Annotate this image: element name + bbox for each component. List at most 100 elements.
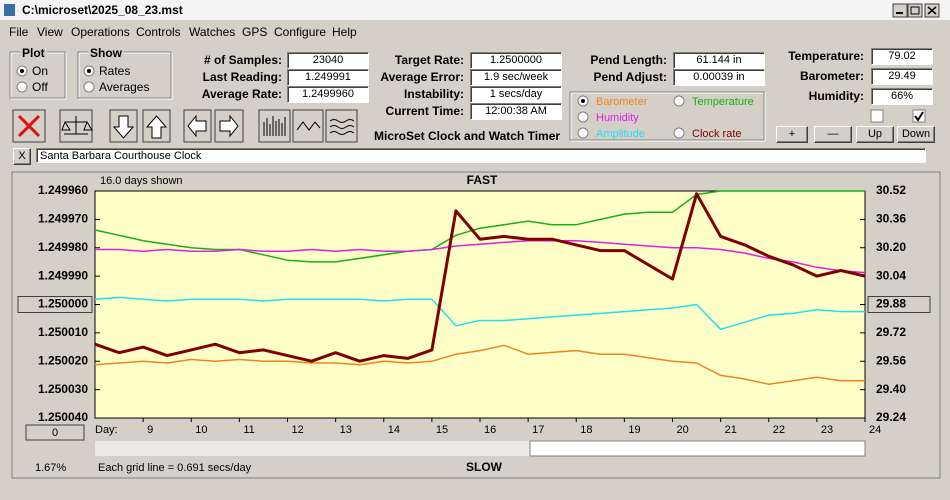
grid-note: Each grid line = 0.691 secs/day [98, 462, 252, 474]
field-value: 1.2500000 [470, 52, 562, 69]
plot-area [94, 190, 866, 419]
close-button[interactable]: X [13, 148, 31, 165]
x-tick-label: 11 [243, 424, 254, 436]
y-tick-label: 1.249990 [38, 268, 88, 282]
clock-name-field[interactable]: Santa Barbara Courthouse Clock [36, 148, 926, 163]
field-label: Pend Adjust: [593, 70, 667, 84]
x-tick-label: 12 [292, 424, 304, 436]
y-tick-label: 30.04 [876, 268, 906, 282]
legend-label[interactable]: Amplitude [596, 128, 645, 140]
radio-button[interactable] [673, 127, 685, 139]
radio-label[interactable]: On [32, 64, 49, 78]
y-tick-label: 1.250010 [38, 325, 88, 339]
scale-button[interactable]: Up [856, 126, 894, 143]
offset-button-label: 0 [52, 427, 58, 439]
legend-label[interactable]: Temperature [692, 96, 754, 108]
series-line [94, 190, 865, 263]
field-label: Last Reading: [202, 70, 282, 84]
field-label: Humidity: [808, 89, 864, 103]
x-tick-label: 19 [628, 424, 640, 436]
menu-item[interactable]: View [37, 25, 63, 39]
y-tick-label: 30.52 [876, 183, 906, 197]
radio-label[interactable]: Averages [99, 80, 150, 94]
scroll-thumb[interactable] [529, 440, 866, 457]
x-tick-label: 17 [532, 424, 544, 436]
field-value: 1 secs/day [470, 86, 562, 103]
y-tick-label: 29.88 [876, 297, 906, 311]
field-label: Pend Length: [590, 53, 667, 67]
toolbar[interactable] [12, 109, 358, 143]
y-tick-label: 29.24 [876, 410, 906, 424]
menu-item[interactable]: Controls [136, 25, 181, 39]
radio-button[interactable] [673, 95, 685, 107]
x-tick-label: 10 [195, 424, 207, 436]
app-name: MicroSet Clock and Watch Timer [374, 129, 561, 143]
menu-item[interactable]: Help [332, 25, 357, 39]
field-value: 66% [871, 88, 933, 105]
chart-title: FAST [467, 173, 498, 187]
legend-label[interactable]: Humidity [596, 112, 639, 124]
field-label: Average Error: [380, 70, 464, 84]
series-line [94, 192, 866, 363]
y-tick-label: 1.249960 [38, 183, 88, 197]
field-label: Barometer: [799, 69, 864, 83]
menu-item[interactable]: Configure [274, 25, 327, 39]
field-value: 0.00039 in [673, 69, 765, 86]
field-label: Current Time: [385, 104, 464, 118]
field-value: 1.2499960 [287, 86, 369, 103]
radio-button[interactable] [16, 81, 28, 93]
menu-item[interactable]: Operations [71, 25, 130, 39]
group-title: Plot [20, 46, 47, 60]
y-tick-label: 30.36 [876, 212, 906, 226]
tick-button [867, 296, 931, 313]
field-value: 1.9 sec/week [470, 69, 562, 86]
window-buttons[interactable] [892, 3, 940, 18]
app-icon [4, 4, 15, 16]
y-tick-label: 1.250000 [38, 297, 88, 311]
field-value: 61.144 in [673, 52, 765, 69]
field-value: 1.249991 [287, 69, 369, 86]
x-tick-label: 13 [340, 424, 352, 436]
legend-label[interactable]: Barometer [596, 96, 648, 108]
window-title: C:\microset\2025_08_23.mst [22, 3, 183, 17]
y-tick-label: 1.249970 [38, 212, 88, 226]
field-value: 79.02 [871, 48, 933, 65]
checkmark [914, 111, 924, 122]
x-tick-label: 18 [580, 424, 592, 436]
menu-item[interactable]: File [9, 25, 29, 39]
y-tick-label: 29.72 [876, 325, 906, 339]
offset-button[interactable] [25, 424, 85, 441]
radio-button[interactable] [577, 127, 589, 139]
title-bar [0, 0, 950, 20]
y-tick-label: 29.40 [876, 382, 906, 396]
radio-label[interactable]: Off [32, 80, 48, 94]
radio-dot [581, 99, 585, 103]
y-tick-label: 1.250040 [38, 410, 88, 424]
radio-button[interactable] [577, 111, 589, 123]
field-label: Target Rate: [394, 53, 464, 67]
radio-button[interactable] [83, 81, 95, 93]
scale-button[interactable]: Down [897, 126, 935, 143]
series-line [94, 296, 865, 331]
radio-label[interactable]: Rates [99, 64, 131, 78]
checkbox[interactable] [870, 109, 884, 123]
series-line [94, 344, 865, 386]
y-tick-label: 30.20 [876, 240, 906, 254]
field-value: 29.49 [871, 68, 933, 85]
menu-item[interactable]: Watches [189, 25, 236, 39]
y-tick-label: 1.250030 [38, 382, 88, 396]
scale-button[interactable]: — [814, 126, 852, 143]
menu-item[interactable]: GPS [242, 25, 268, 39]
x-tick-label: 15 [436, 424, 448, 436]
field-label: Temperature: [788, 49, 864, 63]
x-tick-label: 20 [677, 424, 689, 436]
field-label: Average Rate: [201, 87, 282, 101]
span-label: 16.0 days shown [100, 175, 183, 187]
scale-button[interactable]: + [776, 126, 808, 143]
x-tick-label: 16 [484, 424, 496, 436]
radio-dot [87, 69, 91, 73]
bottom-label: SLOW [466, 460, 503, 474]
legend-label[interactable]: Clock rate [692, 128, 742, 140]
x-tick-label: 22 [773, 424, 785, 436]
